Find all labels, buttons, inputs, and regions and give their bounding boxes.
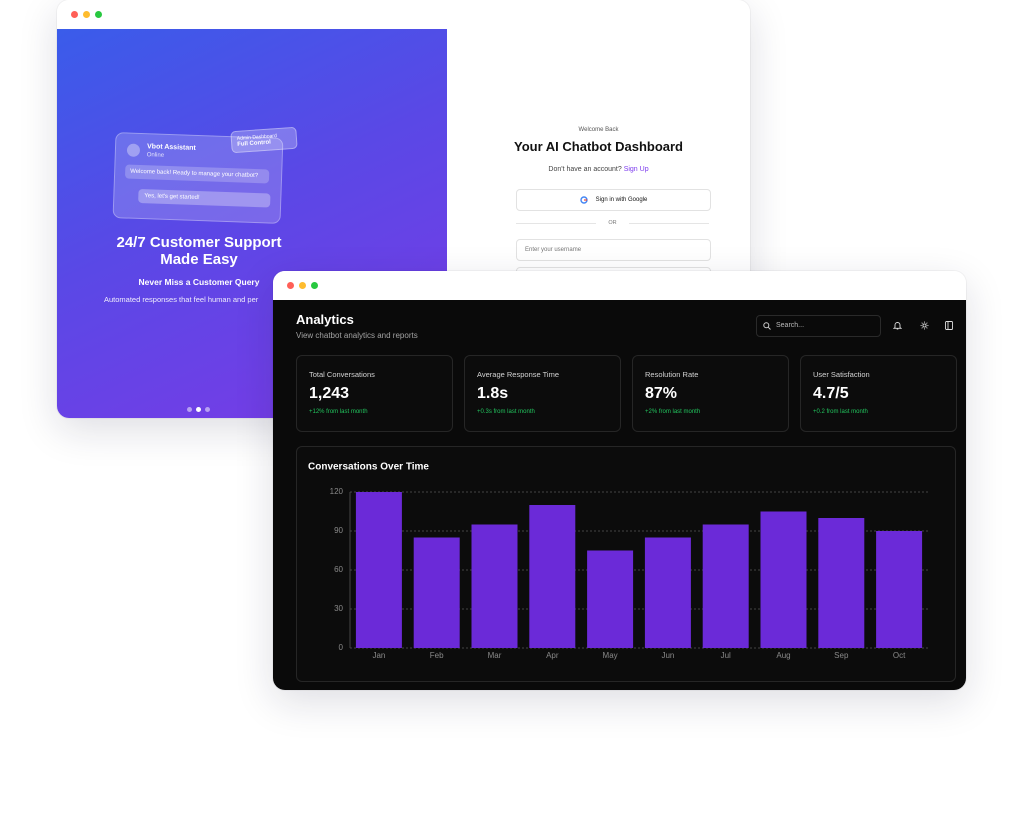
sidebar-icon[interactable] [945,321,953,330]
x-tick-label: Aug [776,651,790,660]
divider-line [516,223,596,224]
bot-avatar [126,143,141,157]
stat-label: Average Response Time [477,370,559,379]
stat-card: Average Response Time 1.8s +0.3s from last… [464,355,621,432]
y-tick-label: 30 [334,604,343,613]
bar [644,537,691,648]
stat-change: +0.3s from last month [477,409,535,415]
x-tick-label: Jun [661,651,674,660]
stat-label: Total Conversations [309,370,375,379]
signup-row: Don't have an account? Sign Up [447,166,750,173]
bar [471,524,518,648]
y-tick-label: 120 [330,487,344,496]
x-tick-label: Sep [834,651,849,660]
stat-value: 4.7/5 [813,385,849,402]
stat-change: +2% from last month [645,409,701,415]
bar [355,492,402,648]
maximize-dot[interactable] [95,11,102,18]
y-tick-label: 0 [339,643,344,652]
maximize-dot[interactable] [311,282,318,289]
title-bar [57,0,750,29]
bar [413,537,460,648]
page-subtitle: View chatbot analytics and reports [296,331,418,340]
x-tick-label: Feb [430,651,444,660]
stat-change: +0.2 from last month [813,409,868,415]
search-icon [763,322,771,330]
google-button[interactable]: Sign in with Google [516,189,711,211]
chart: Conversations Over Time 0 30 60 90 120 Jan Feb… [308,462,928,660]
bar [876,531,923,648]
signup-prompt: Don't have an account? [548,166,622,173]
bell-icon[interactable] [893,321,902,330]
divider-text: OR [608,220,617,226]
user-message: Yes, let's get started! [138,188,271,208]
bar [529,505,576,648]
stat-value: 1,243 [309,385,350,402]
stat-value: 1.8s [477,385,509,402]
hero-description: Automated responses that feel human and … [104,295,259,304]
title-bar [273,271,966,300]
google-label: Sign in with Google [595,197,648,203]
x-tick-label: Jul [721,651,731,660]
stat-label: User Satisfaction [813,370,870,379]
search-placeholder: Search... [776,322,805,329]
carousel-dot[interactable] [196,407,201,412]
stat-card: Total Conversations 1,243 +12% from last m… [296,355,453,432]
stat-card: Resolution Rate 87% +2% from last month [632,355,789,432]
bot-name: Vbot Assistant [146,143,196,152]
carousel-dot[interactable] [187,407,192,412]
stat-value: 87% [645,385,678,402]
stat-card: User Satisfaction 4.7/5 +0.2 from last mon… [800,355,957,432]
theme-icon[interactable] [920,321,929,330]
close-dot[interactable] [71,11,78,18]
minimize-dot[interactable] [83,11,90,18]
y-tick-label: 90 [334,526,343,535]
chart-title: Conversations Over Time [308,462,429,473]
form-title: Your AI Chatbot Dashboard [514,139,683,154]
google-icon [579,196,588,204]
eyebrow: Welcome Back [578,127,619,133]
username-input[interactable]: Enter your username [516,239,711,261]
x-tick-label: Apr [546,651,559,660]
bar [702,524,749,648]
minimize-dot[interactable] [299,282,306,289]
x-tick-label: Oct [893,651,906,660]
stat-label: Resolution Rate [645,370,699,379]
x-tick-label: May [603,651,618,660]
bar [760,511,807,648]
bot-status: Online [146,152,165,159]
hero-subtitle: Never Miss a Customer Query [138,277,260,287]
page-title: Analytics [296,312,354,327]
y-tick-label: 60 [334,565,343,574]
admin-badge: Admin Dashboard Full Control [230,126,298,154]
divider-line [629,223,709,224]
close-dot[interactable] [287,282,294,289]
signup-link[interactable]: Sign Up [623,166,649,173]
x-tick-label: Jan [372,651,385,660]
bar [587,550,634,648]
hero-title: 24/7 Customer Support Made Easy [116,234,282,268]
bar [818,518,865,648]
stat-change: +12% from last month [309,409,368,415]
carousel-dot[interactable] [205,407,210,412]
search-box[interactable]: Search... [756,315,881,337]
bot-message: Welcome back! Ready to manage your chatb… [124,164,270,184]
x-tick-label: Mar [488,651,502,660]
